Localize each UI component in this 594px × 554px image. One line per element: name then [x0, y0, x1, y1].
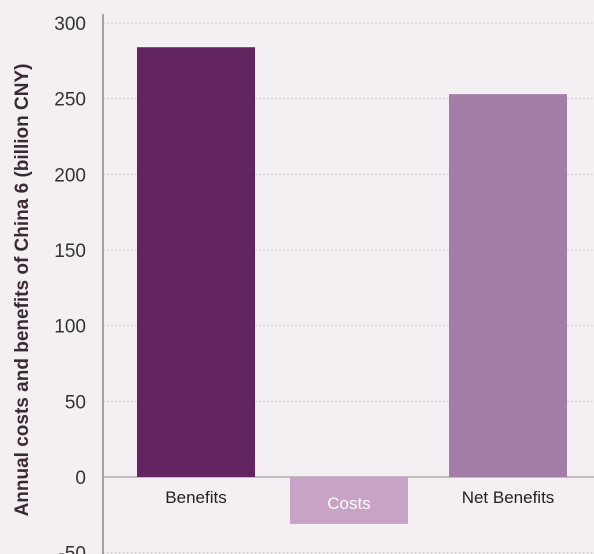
bar-net-benefits — [449, 94, 567, 478]
y-tick-label: 100 — [54, 317, 86, 338]
tick-labels: -50 0 50 100 150 200 250 300 Benefits Costs Net Be… — [54, 14, 554, 554]
y-tick-label: 250 — [54, 90, 86, 111]
y-axis-label: Annual costs and benefits of China 6 (bi… — [12, 64, 33, 517]
y-tick-label: 0 — [75, 468, 86, 489]
y-tick-label: 150 — [54, 241, 86, 262]
y-tick-label: 300 — [54, 14, 86, 35]
y-tick-label: -50 — [59, 544, 86, 554]
bar-costs — [290, 477, 408, 524]
x-tick-label: Benefits — [165, 488, 226, 507]
y-tick-label: 50 — [65, 392, 86, 413]
y-tick-label: 200 — [54, 165, 86, 186]
bars — [137, 47, 567, 524]
bar-benefits — [137, 47, 255, 478]
x-tick-label: Costs — [327, 494, 370, 513]
x-tick-label: Net Benefits — [462, 488, 555, 507]
